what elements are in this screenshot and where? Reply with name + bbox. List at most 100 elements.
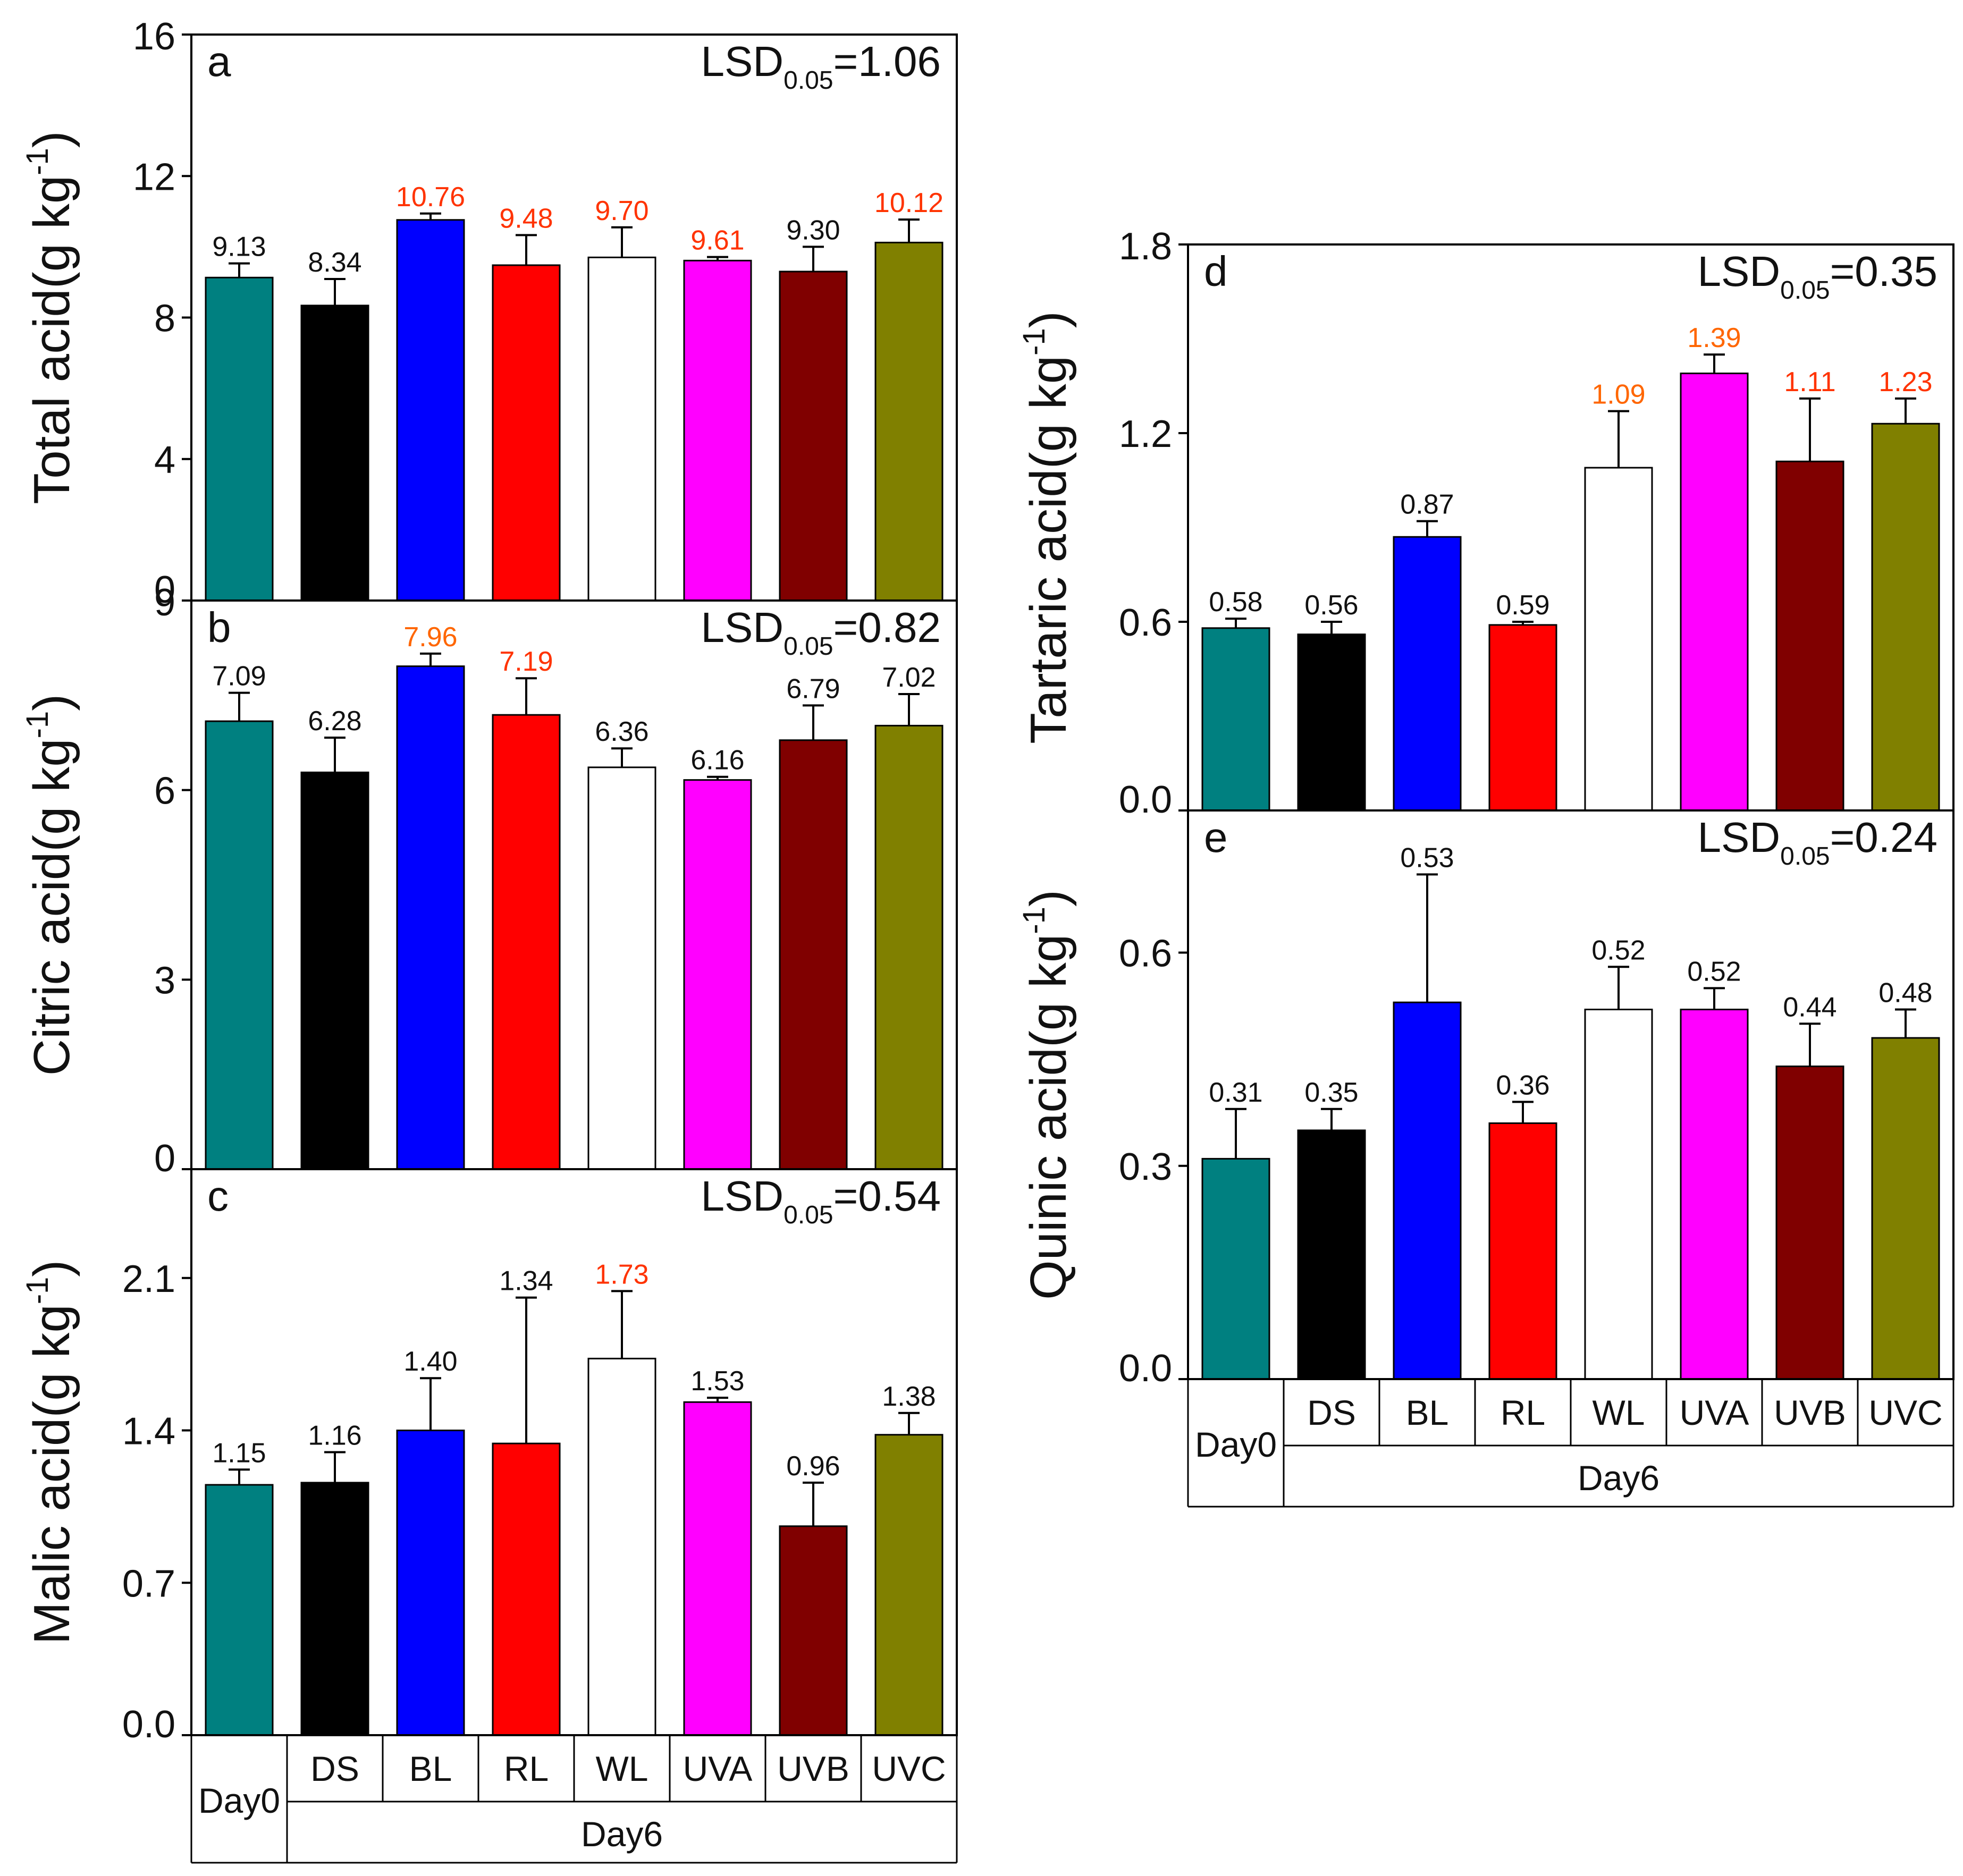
y-tick-label-c: 1.4 <box>122 1410 175 1453</box>
value-label-e-bl: 0.53 <box>1400 842 1454 873</box>
error-bar-b-wl <box>611 747 633 767</box>
error-bar-e-day0 <box>1225 1108 1246 1159</box>
bar-d-rl <box>1488 624 1557 812</box>
error-bar-c-rl <box>516 1296 537 1444</box>
bar-b-bl <box>396 665 465 1170</box>
value-label-d-rl: 0.59 <box>1496 590 1549 621</box>
bar-c-ds <box>300 1482 369 1736</box>
bar-b-day0 <box>205 720 274 1170</box>
error-bar-e-uva <box>1704 987 1725 1010</box>
category-table-left: DS BL RL WL UVA UVB UVC Day0 Day6 <box>190 1735 958 1864</box>
category-label-uva: UVA <box>683 1749 753 1788</box>
error-bar-d-wl <box>1608 410 1629 468</box>
value-label-d-bl: 0.87 <box>1400 489 1454 520</box>
y-tick-label-e: 0.0 <box>1119 1347 1172 1390</box>
error-bar-a-rl <box>516 234 537 265</box>
lsd-annotation-c: LSD0.05=0.54 <box>701 1172 941 1229</box>
lsd-annotation-e: LSD0.05=0.24 <box>1698 814 1937 871</box>
bar-d-uvc <box>1871 422 1940 812</box>
value-label-d-uvc: 1.23 <box>1878 367 1932 398</box>
category-label-ds: DS <box>310 1749 359 1788</box>
y-tick-label-c: 2.1 <box>122 1258 175 1300</box>
value-label-d-ds: 0.56 <box>1304 590 1358 621</box>
category-table-right: DS BL RL WL UVA UVB UVC Day0 Day6 <box>1187 1379 1954 1508</box>
error-bar-d-uva <box>1704 353 1725 374</box>
bar-b-wl <box>587 766 656 1170</box>
y-tick-label-c: 0.7 <box>122 1562 175 1605</box>
value-label-b-bl: 7.96 <box>403 622 457 653</box>
error-bar-c-uvc <box>898 1412 920 1435</box>
bar-a-wl <box>587 256 656 602</box>
y-axis-title-c: Malic acid(g kg-1) <box>20 1260 80 1645</box>
bar-a-day0 <box>205 276 274 602</box>
error-bar-a-day0 <box>229 262 250 278</box>
error-bar-b-day0 <box>229 691 250 722</box>
error-bar-e-rl <box>1512 1101 1534 1123</box>
y-tick-label-d: 0.0 <box>1119 779 1172 821</box>
y-axis-title-d: Tartaric acid(g kg-1) <box>1017 311 1077 743</box>
panel-b: 7.09 6.28 7.96 7.19 6.36 6.16 6.79 7.02 0 3 6 9 Citr… <box>20 581 958 1180</box>
bar-d-uva <box>1680 373 1749 812</box>
value-label-b-wl: 6.36 <box>595 716 648 747</box>
panel-a: 9.13 8.34 10.76 9.48 9.70 9.61 9.30 10.12 0 4 8 12 1… <box>20 15 958 611</box>
bar-b-uvb <box>779 739 848 1170</box>
value-label-c-wl: 1.73 <box>595 1259 648 1290</box>
error-bar-d-rl <box>1512 621 1534 625</box>
bar-a-bl <box>396 219 465 602</box>
value-label-d-uva: 1.39 <box>1687 323 1741 353</box>
error-bar-a-uva <box>707 256 728 261</box>
value-label-c-bl: 1.40 <box>403 1346 457 1377</box>
error-bar-a-ds <box>324 277 346 306</box>
value-label-e-uvc: 0.48 <box>1878 978 1932 1009</box>
value-label-b-uvb: 6.79 <box>786 673 840 704</box>
value-label-b-ds: 6.28 <box>308 706 361 737</box>
bar-c-uvb <box>779 1525 848 1736</box>
value-label-b-rl: 7.19 <box>499 646 553 677</box>
bar-c-uvc <box>874 1434 943 1736</box>
bar-b-rl <box>492 714 561 1170</box>
value-label-e-uvb: 0.44 <box>1783 992 1836 1022</box>
error-bar-d-uvb <box>1799 397 1821 462</box>
error-bar-e-bl <box>1417 873 1438 1003</box>
category-label-bl: BL <box>409 1749 452 1788</box>
error-bar-b-rl <box>516 677 537 715</box>
panel-letter-d: d <box>1204 248 1228 295</box>
panel-d: 0.58 0.56 0.87 0.59 1.09 1.39 1.11 1.23 0.0 0.6 1.… <box>1017 225 1954 821</box>
bar-c-bl <box>396 1430 465 1736</box>
bar-a-uvc <box>874 241 943 602</box>
value-label-b-uva: 6.16 <box>690 745 744 776</box>
value-label-a-uvb: 9.30 <box>786 215 840 246</box>
value-label-b-day0: 7.09 <box>212 661 266 692</box>
bar-e-uva <box>1680 1009 1749 1380</box>
error-bar-b-uva <box>707 775 728 780</box>
error-bar-e-wl <box>1608 966 1629 1010</box>
value-label-e-uva: 0.52 <box>1687 956 1741 987</box>
y-tick-label-d: 1.2 <box>1119 413 1172 455</box>
value-label-e-day0: 0.31 <box>1209 1077 1262 1108</box>
value-label-a-uvc: 10.12 <box>874 188 943 218</box>
bar-c-uva <box>683 1401 752 1736</box>
value-label-e-rl: 0.36 <box>1496 1070 1549 1101</box>
bar-a-uvb <box>779 271 848 602</box>
y-tick-label-b: 6 <box>154 770 175 813</box>
value-label-c-day0: 1.15 <box>212 1438 266 1468</box>
error-bar-d-bl <box>1417 520 1438 537</box>
y-tick-label-a: 16 <box>133 15 175 58</box>
error-bar-c-uvb <box>803 1481 824 1526</box>
bar-b-ds <box>300 771 369 1170</box>
y-tick-label-b: 0 <box>154 1137 175 1180</box>
value-label-a-bl: 10.76 <box>396 182 465 213</box>
value-label-a-ds: 8.34 <box>308 247 361 278</box>
panel-e: 0.31 0.35 0.53 0.36 0.52 0.52 0.44 0.48 0.0 0.3 0.… <box>1017 809 1954 1390</box>
error-bar-d-day0 <box>1225 618 1246 628</box>
value-label-c-ds: 1.16 <box>308 1421 361 1451</box>
error-bar-c-wl <box>611 1290 633 1359</box>
bar-c-day0 <box>205 1484 274 1736</box>
category-label-day0: Day0 <box>198 1781 280 1820</box>
error-bar-a-bl <box>420 212 441 220</box>
value-label-e-ds: 0.35 <box>1304 1077 1358 1108</box>
category-label-uva: UVA <box>1680 1393 1749 1432</box>
panel-letter-c: c <box>207 1172 229 1220</box>
panel-letter-b: b <box>207 604 231 651</box>
bar-a-uva <box>683 259 752 602</box>
